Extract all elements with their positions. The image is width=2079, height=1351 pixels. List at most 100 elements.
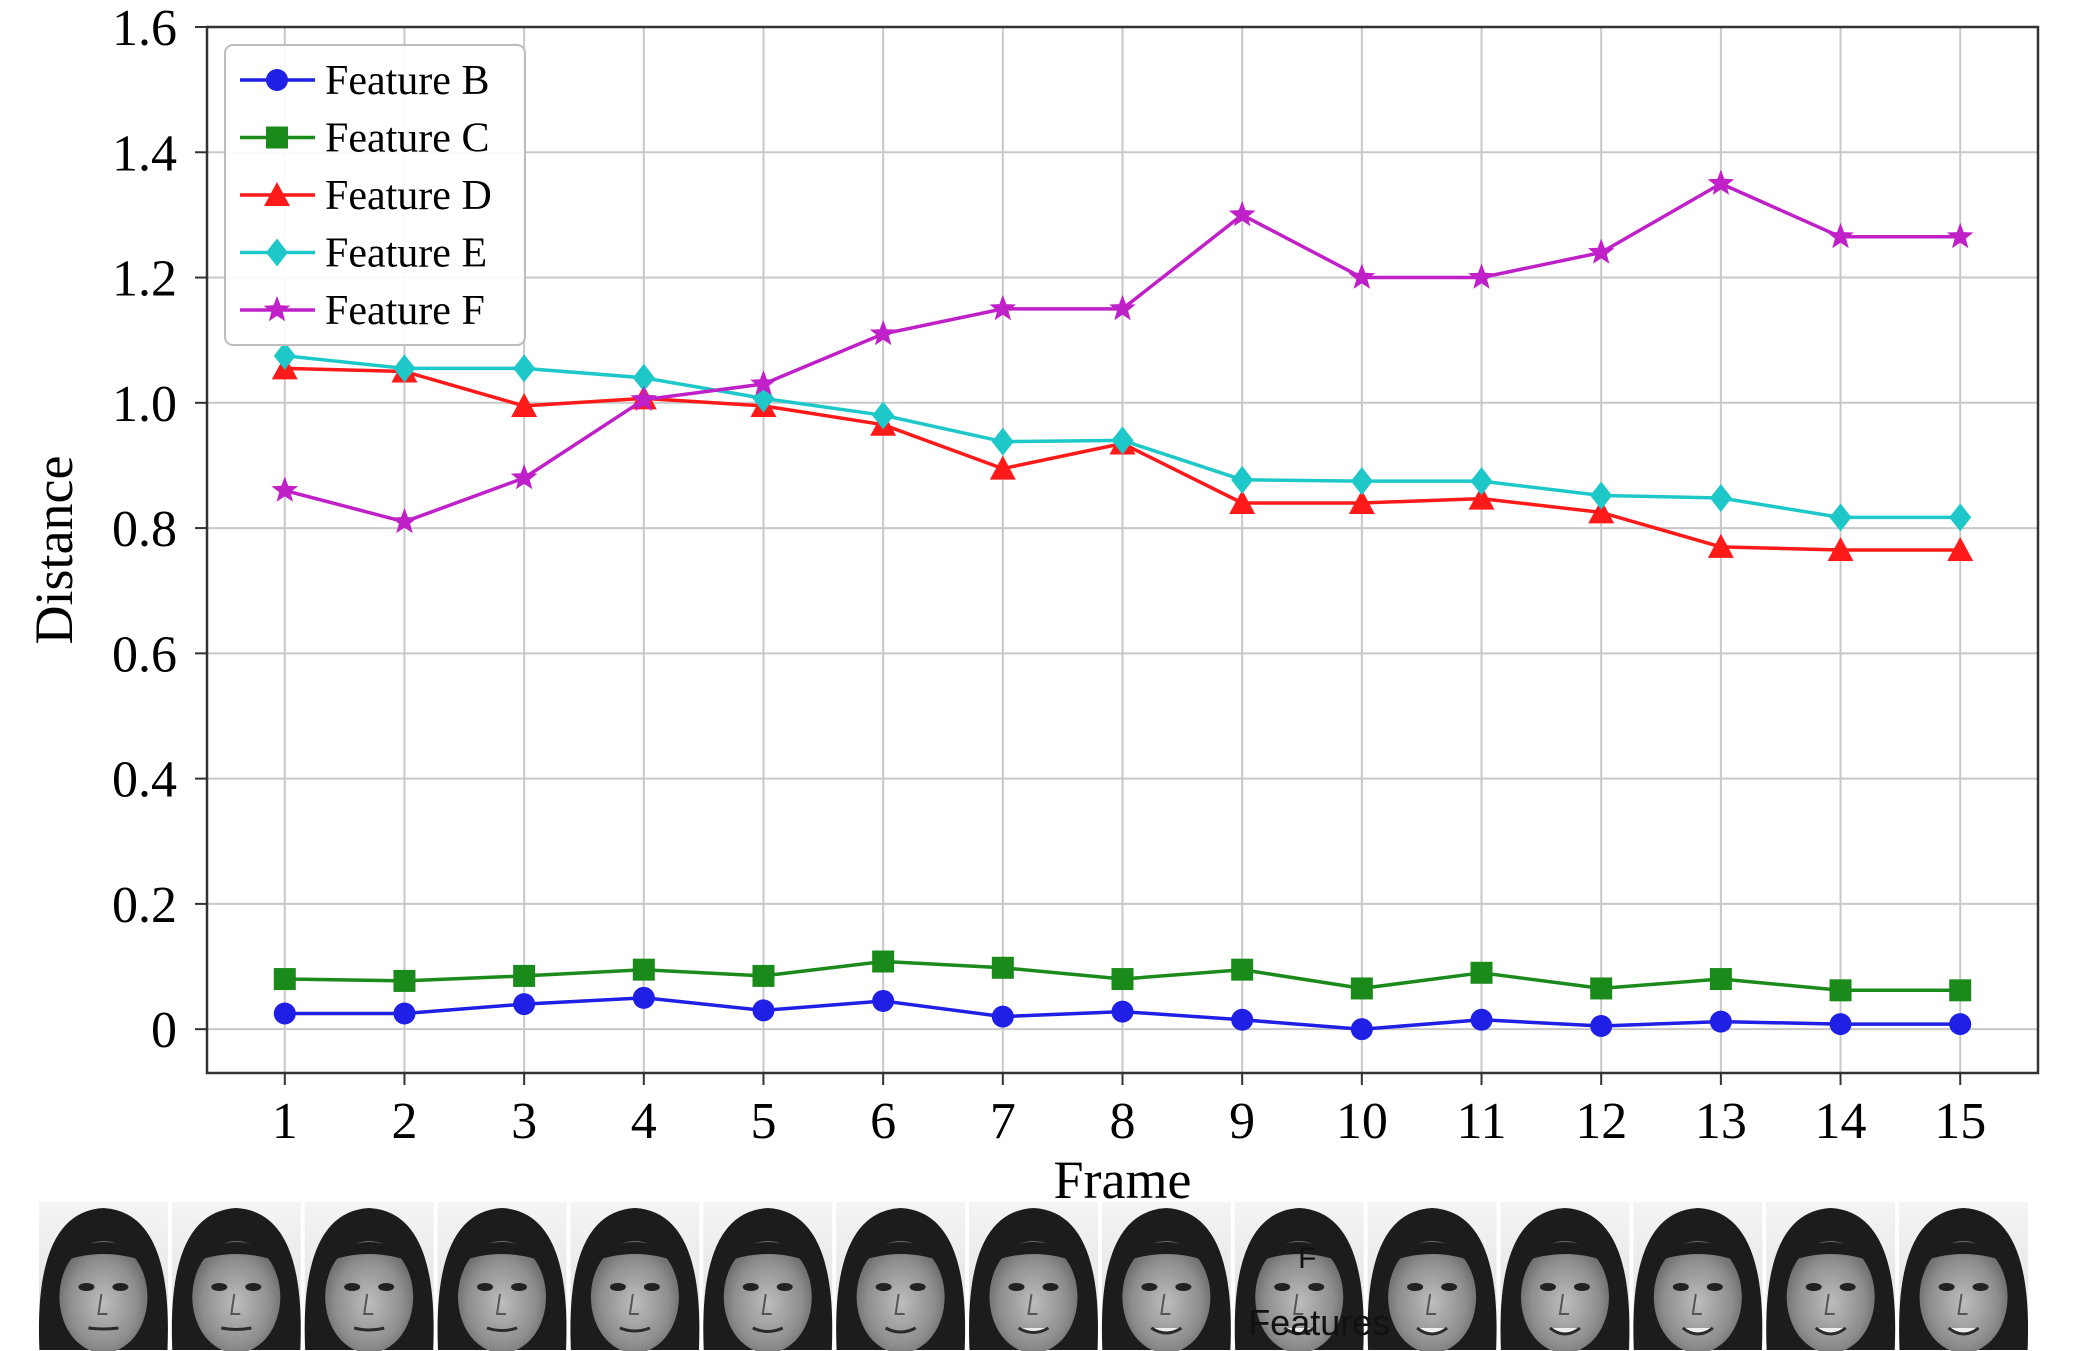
right-eye xyxy=(1839,1283,1856,1291)
x-tick-label: 12 xyxy=(1575,1093,1627,1150)
mouth xyxy=(353,1326,385,1332)
hair-fringe xyxy=(1118,1242,1215,1264)
legend: Feature B Feature C Feature D Feature E Feat… xyxy=(224,44,526,346)
legend-marker xyxy=(264,182,290,206)
legend-box xyxy=(224,44,526,346)
face-shape xyxy=(1786,1241,1875,1351)
mouth xyxy=(1549,1326,1581,1336)
hair-fringe xyxy=(454,1242,551,1264)
left-eye xyxy=(609,1283,626,1291)
y-tick-label: 0.2 xyxy=(112,877,177,934)
legend-marker xyxy=(266,238,288,267)
mouth xyxy=(1681,1326,1714,1336)
face-thumbnail xyxy=(969,1202,1098,1351)
x-tick-label: 7 xyxy=(990,1093,1016,1150)
nose xyxy=(363,1293,374,1315)
left-eye xyxy=(1938,1283,1955,1291)
data-point-feature-f xyxy=(1946,222,1974,249)
x-tick-label: 6 xyxy=(870,1093,896,1150)
left-eye xyxy=(875,1283,892,1291)
y-tick-label: 0 xyxy=(151,1002,177,1059)
y-tick-label: 0.8 xyxy=(112,501,177,558)
axis-ticks: 1 2 3 4 5 6 7 8 9 10 11 12 13 14 1500.20.40.60.81.01.2… xyxy=(112,0,1986,1150)
mouth xyxy=(221,1326,252,1331)
face-thumbnail xyxy=(437,1202,567,1351)
face-thumbnail xyxy=(836,1202,966,1351)
left-eye xyxy=(1008,1283,1025,1291)
face-shape xyxy=(723,1241,812,1351)
right-eye xyxy=(643,1283,660,1291)
left-eye xyxy=(1141,1283,1158,1291)
data-point-feature-b xyxy=(752,999,775,1022)
mouth xyxy=(486,1326,518,1332)
data-point-feature-c xyxy=(752,964,775,987)
face-shape xyxy=(192,1241,281,1351)
data-point-feature-e xyxy=(273,341,296,370)
nose xyxy=(1425,1293,1437,1315)
hair-fringe xyxy=(852,1242,949,1264)
data-point-feature-b xyxy=(1111,1000,1134,1023)
hair-fringe xyxy=(586,1242,683,1264)
data-point-feature-b xyxy=(1350,1018,1373,1041)
data-point-feature-e xyxy=(991,427,1014,456)
mouth xyxy=(1150,1326,1183,1335)
data-point-feature-c xyxy=(1350,977,1373,1000)
y-tick-label: 0.4 xyxy=(112,752,177,809)
right-eye xyxy=(245,1283,262,1291)
data-point-feature-f xyxy=(630,385,658,411)
x-tick-label: 4 xyxy=(631,1093,657,1150)
data-point-feature-b xyxy=(393,1002,416,1025)
x-tick-label: 15 xyxy=(1934,1093,1986,1150)
face-shape xyxy=(1520,1241,1609,1351)
data-point-feature-b xyxy=(1709,1010,1732,1033)
y-tick-label: 0.6 xyxy=(112,626,177,683)
hair-fringe xyxy=(1384,1242,1481,1264)
data-point-feature-b xyxy=(991,1005,1014,1028)
legend-label: Feature B xyxy=(325,58,489,104)
face-thumbnail xyxy=(1367,1202,1497,1351)
data-point-feature-c xyxy=(1949,979,1972,1002)
data-point-feature-f xyxy=(1827,222,1854,249)
mouth xyxy=(1017,1326,1050,1334)
right-eye xyxy=(1042,1283,1059,1291)
data-point-feature-e xyxy=(1350,467,1373,496)
nose xyxy=(1160,1293,1171,1315)
data-point-feature-f xyxy=(1587,238,1615,264)
data-point-feature-c xyxy=(991,956,1014,979)
right-eye xyxy=(1308,1283,1325,1291)
face-shape xyxy=(590,1241,679,1351)
legend-label: Feature E xyxy=(325,231,487,277)
right-eye xyxy=(1972,1283,1989,1291)
nose xyxy=(628,1293,639,1315)
face-shape xyxy=(59,1241,148,1351)
x-tick-label: 14 xyxy=(1815,1093,1867,1150)
data-point-feature-f xyxy=(1228,200,1256,227)
face-thumbnail xyxy=(171,1202,301,1351)
face-shape xyxy=(856,1241,945,1351)
nose xyxy=(495,1293,507,1315)
data-point-feature-f xyxy=(989,294,1017,321)
data-point-feature-e xyxy=(1111,426,1134,455)
series-feature-b xyxy=(273,986,1972,1041)
data-point-feature-f xyxy=(510,464,538,490)
hair-fringe xyxy=(719,1242,816,1264)
y-axis-label: Distance xyxy=(24,456,84,645)
right-eye xyxy=(776,1283,793,1291)
data-point-feature-b xyxy=(632,986,655,1009)
left-eye xyxy=(211,1283,228,1291)
data-point-feature-c xyxy=(1709,968,1732,991)
hair-fringe xyxy=(1251,1242,1348,1264)
mouth xyxy=(1416,1326,1449,1336)
nose xyxy=(230,1293,241,1315)
data-point-feature-f xyxy=(1468,263,1495,289)
left-eye xyxy=(742,1283,759,1291)
data-point-feature-f xyxy=(1707,169,1735,195)
face-thumbnail xyxy=(1500,1202,1630,1351)
y-tick-label: 1.4 xyxy=(112,125,177,182)
face-shape xyxy=(1122,1241,1211,1351)
x-axis-label: Frame xyxy=(1054,1150,1192,1210)
data-point-feature-c xyxy=(1829,979,1852,1002)
x-tick-label: 1 xyxy=(272,1093,298,1150)
legend-marker xyxy=(266,126,288,149)
